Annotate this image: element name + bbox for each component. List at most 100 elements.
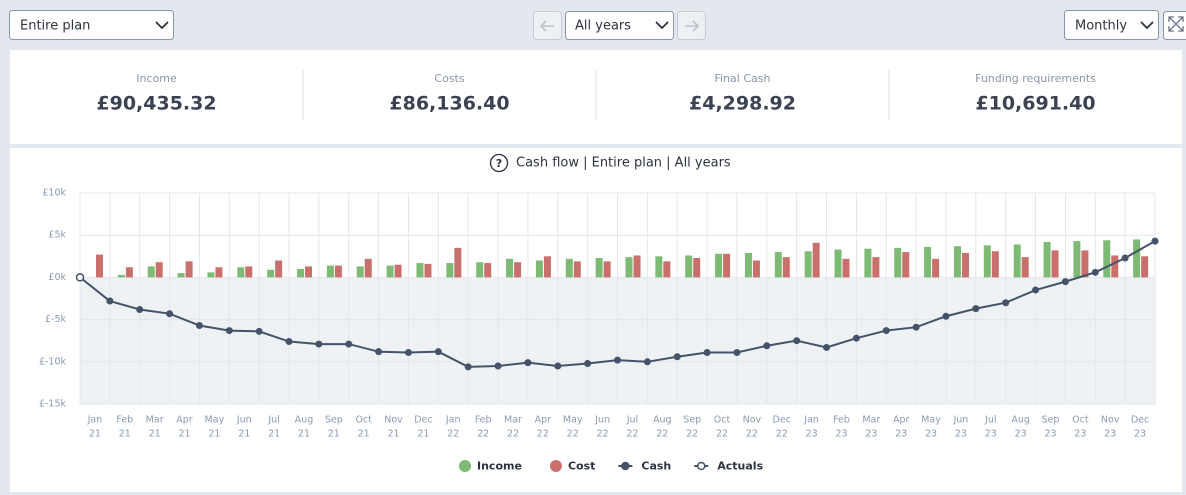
x-tick-month: Sep bbox=[325, 415, 343, 426]
x-tick-year: 23 bbox=[925, 429, 937, 440]
cash-point bbox=[404, 349, 412, 357]
x-tick-year: 22 bbox=[507, 429, 519, 440]
x-tick-month: Jul bbox=[267, 415, 279, 426]
cash-point bbox=[972, 305, 980, 313]
bar bbox=[394, 264, 402, 278]
bar bbox=[864, 248, 872, 278]
kpi-value: £4,298.92 bbox=[689, 93, 796, 115]
bar bbox=[812, 242, 820, 278]
kpi-label: Final Cash bbox=[715, 72, 771, 85]
x-tick-year: 21 bbox=[387, 429, 399, 440]
cash-point bbox=[1121, 254, 1129, 262]
bar bbox=[723, 253, 731, 278]
bar bbox=[416, 263, 424, 278]
x-tick-month: Mar bbox=[146, 415, 164, 426]
legend-label: Income bbox=[477, 460, 522, 473]
cash-point bbox=[195, 322, 203, 330]
x-tick-month: Jun bbox=[952, 415, 968, 426]
cash-point bbox=[912, 323, 920, 331]
bar bbox=[386, 265, 394, 278]
x-tick-year: 23 bbox=[806, 429, 818, 440]
cash-line bbox=[109, 240, 1156, 368]
x-tick-year: 21 bbox=[149, 429, 161, 440]
bar bbox=[693, 257, 701, 278]
x-tick-month: Aug bbox=[1011, 415, 1030, 426]
cash-point bbox=[882, 327, 890, 335]
bar bbox=[685, 255, 693, 278]
x-tick-year: 21 bbox=[89, 429, 101, 440]
cash-point bbox=[1151, 237, 1159, 245]
svg-text:?: ? bbox=[496, 157, 502, 170]
cash-point bbox=[554, 362, 562, 370]
bar bbox=[961, 252, 969, 278]
x-tick-year: 23 bbox=[1134, 429, 1146, 440]
next-button[interactable] bbox=[677, 11, 706, 40]
x-tick-month: Feb bbox=[116, 415, 133, 426]
bar bbox=[155, 262, 163, 278]
legend-label: Cash bbox=[641, 460, 671, 473]
bar bbox=[177, 273, 185, 278]
x-tick-month: Apr bbox=[535, 415, 552, 426]
bar bbox=[147, 266, 155, 278]
prev-button[interactable] bbox=[533, 11, 562, 40]
x-tick-year: 23 bbox=[1015, 429, 1027, 440]
cash-point bbox=[375, 348, 383, 356]
cash-point bbox=[584, 359, 592, 367]
actuals-connector bbox=[79, 276, 111, 302]
kpi-value: £10,691.40 bbox=[975, 93, 1095, 115]
legend-marker bbox=[459, 460, 471, 472]
x-tick-month: Oct bbox=[1072, 415, 1089, 426]
bar bbox=[476, 262, 484, 278]
bar bbox=[1133, 239, 1141, 278]
interval-select[interactable]: Monthly bbox=[1064, 10, 1159, 40]
legend-marker bbox=[697, 461, 706, 471]
bar bbox=[565, 258, 573, 278]
plan-select[interactable]: Entire plan bbox=[9, 10, 174, 40]
legend-marker bbox=[549, 460, 562, 472]
period-select[interactable]: All years bbox=[565, 11, 674, 40]
x-tick-month: Jun bbox=[236, 415, 252, 426]
cash-point bbox=[1002, 299, 1010, 307]
cash-point bbox=[852, 334, 860, 342]
x-tick-year: 23 bbox=[1104, 429, 1116, 440]
cash-point bbox=[1032, 286, 1040, 294]
x-tick-month: Aug bbox=[653, 415, 672, 426]
x-tick-month: May bbox=[205, 415, 225, 426]
cash-point bbox=[136, 305, 144, 313]
x-tick-year: 22 bbox=[746, 429, 758, 440]
kpi-value: £86,136.40 bbox=[389, 93, 509, 115]
cash-point bbox=[733, 349, 741, 357]
bar bbox=[663, 261, 671, 278]
kpi-label: Costs bbox=[434, 72, 464, 85]
cash-point bbox=[315, 340, 323, 348]
x-tick-month: Oct bbox=[355, 415, 372, 426]
bar bbox=[1141, 256, 1149, 278]
help-icon[interactable]: ? bbox=[489, 153, 509, 173]
x-tick-month: Apr bbox=[893, 415, 910, 426]
y-tick-label: £5k bbox=[48, 230, 66, 241]
x-tick-year: 21 bbox=[119, 429, 131, 440]
x-tick-month: Dec bbox=[414, 415, 432, 426]
x-tick-year: 21 bbox=[358, 429, 370, 440]
kpi-row: Income £90,435.32 Costs £86,136.40 Final Cas… bbox=[96, 70, 1096, 120]
bar bbox=[215, 267, 223, 278]
bar bbox=[326, 265, 334, 278]
bar bbox=[356, 266, 364, 278]
x-tick-year: 23 bbox=[1074, 429, 1086, 440]
chart-title: Cash flow | Entire plan | All years bbox=[516, 156, 731, 171]
y-tick-label: £-5k bbox=[45, 314, 67, 325]
cash-point bbox=[763, 342, 771, 350]
x-tick-month: Apr bbox=[176, 415, 193, 426]
x-tick-month: Mar bbox=[504, 415, 522, 426]
bar bbox=[543, 256, 551, 278]
cash-point bbox=[225, 327, 233, 335]
x-tick-year: 22 bbox=[477, 429, 489, 440]
cash-point bbox=[1061, 278, 1069, 286]
bar bbox=[924, 247, 932, 278]
bar bbox=[305, 266, 313, 278]
x-tick-year: 23 bbox=[985, 429, 997, 440]
x-tick-month: Jul bbox=[626, 415, 638, 426]
expand-button[interactable] bbox=[1163, 11, 1186, 40]
x-tick-month: Sep bbox=[683, 415, 701, 426]
